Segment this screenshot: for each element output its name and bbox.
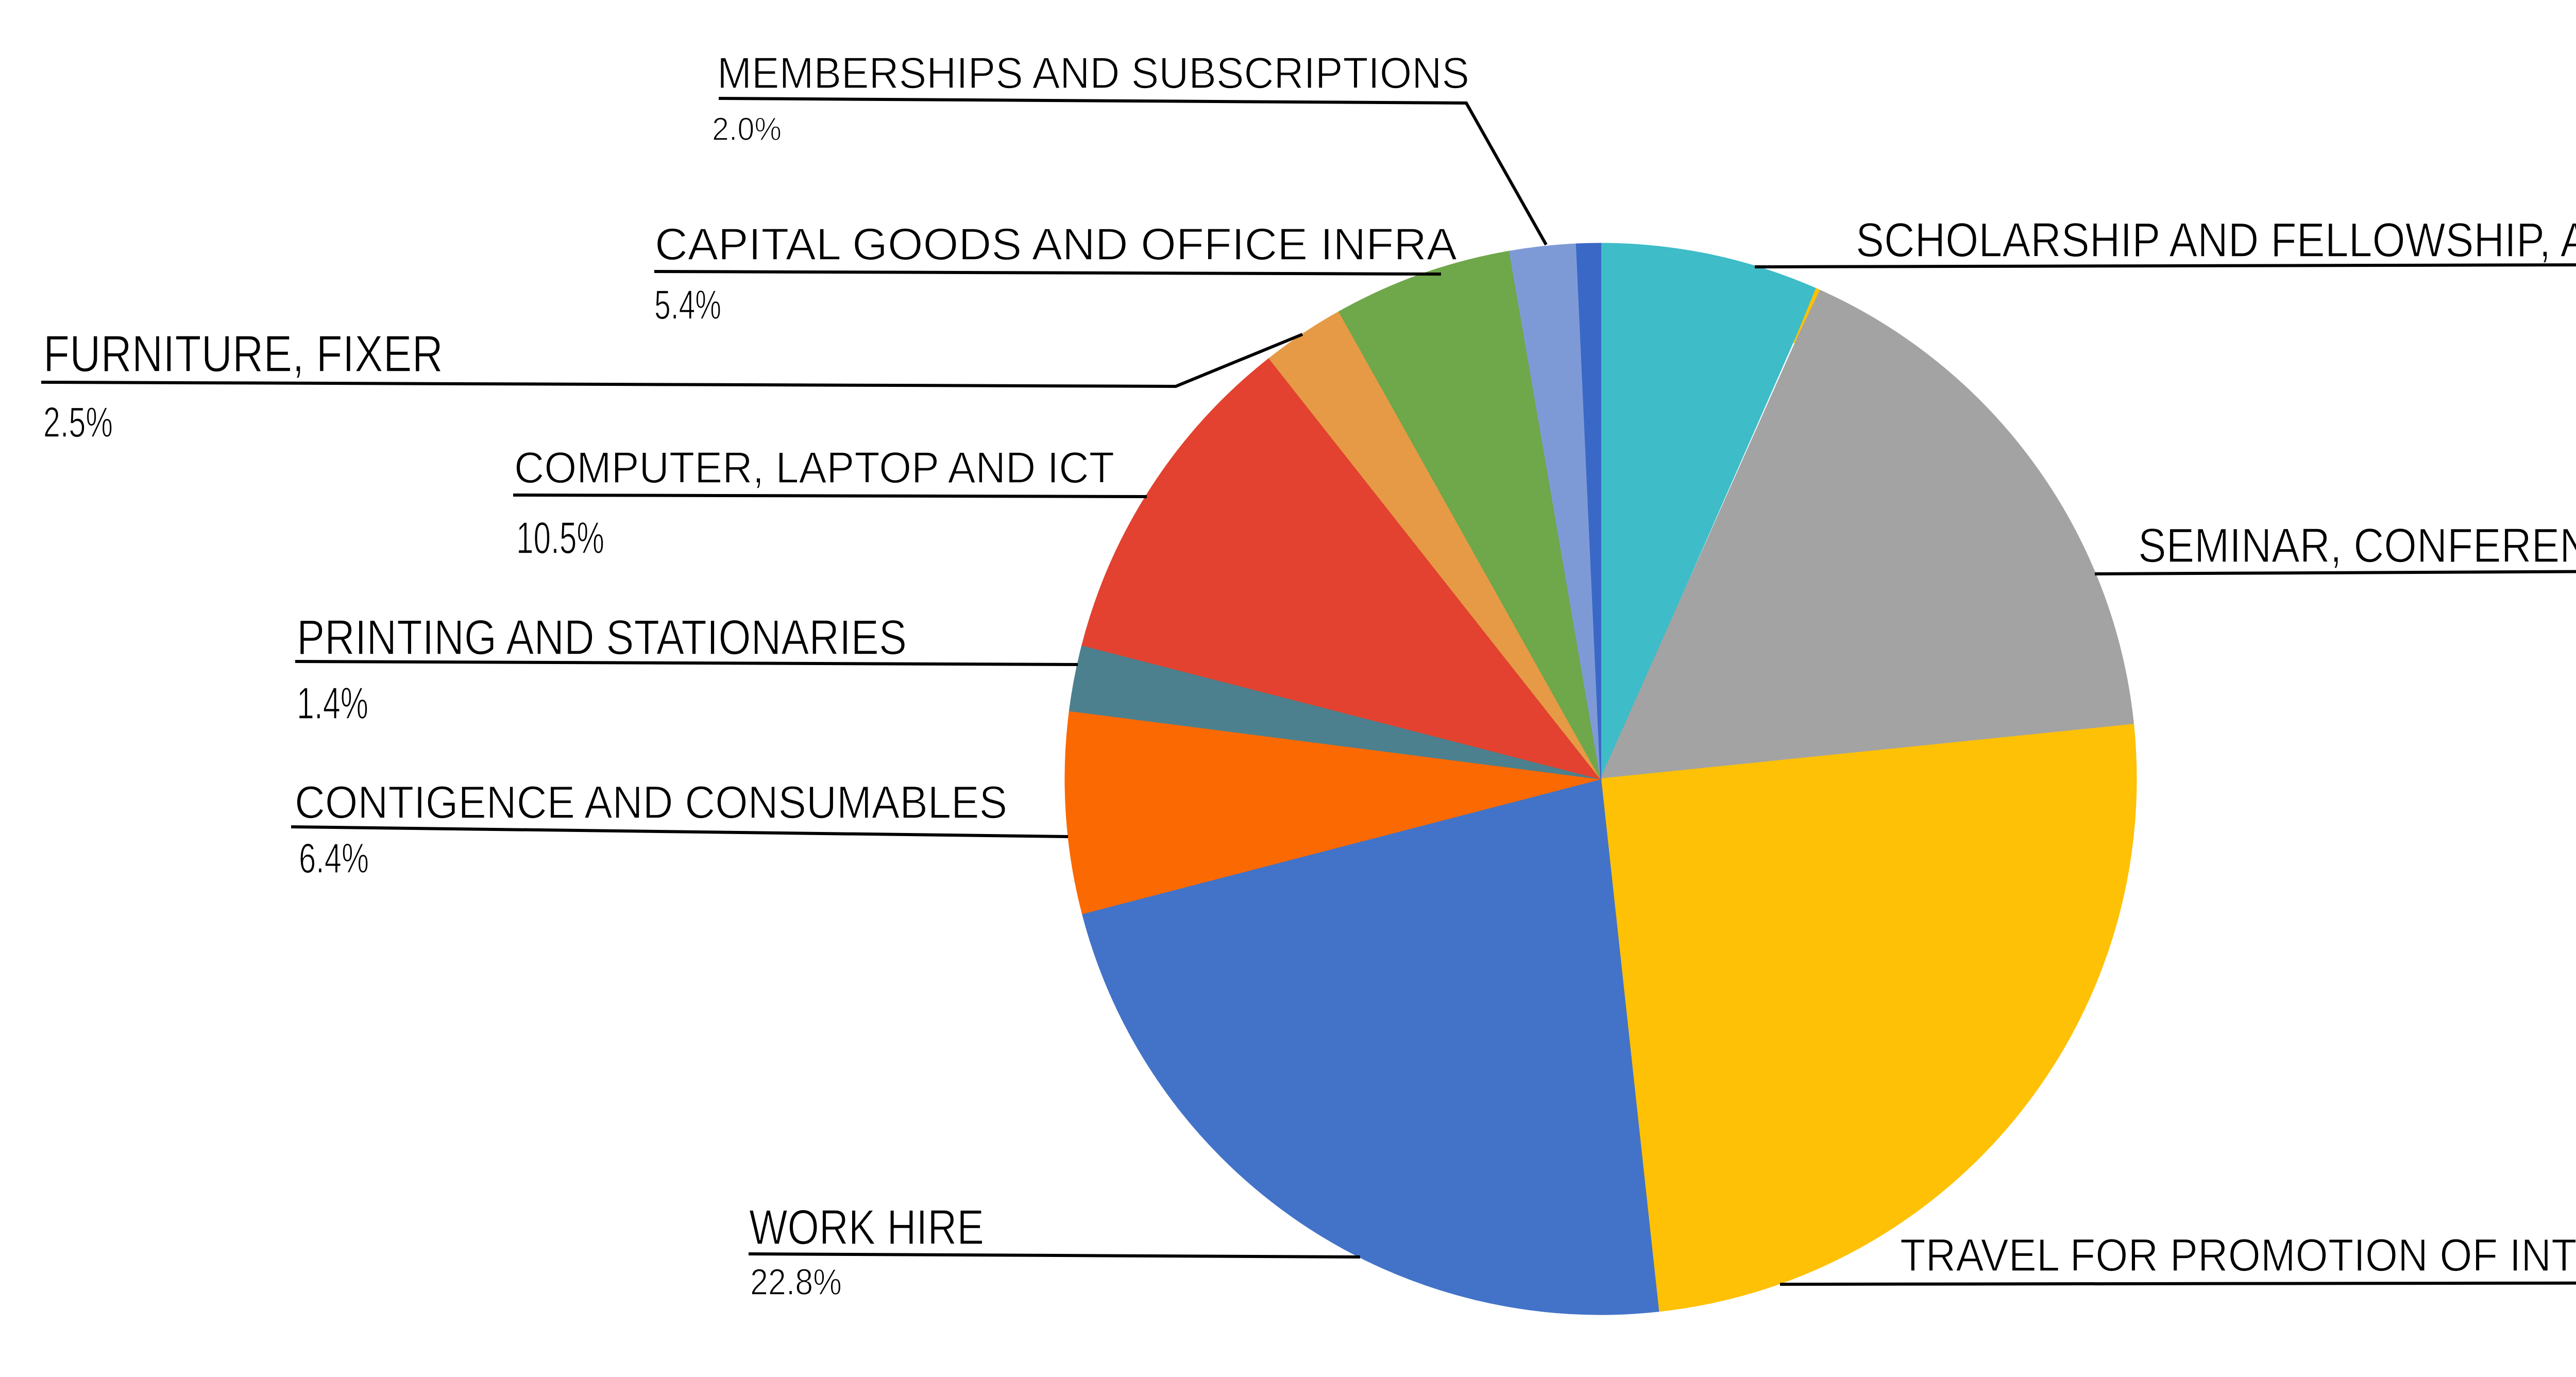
svg-text:SEMINAR, CONFERENCE, EVENTS AN: SEMINAR, CONFERENCE, EVENTS AND DELE…: [2138, 518, 2576, 572]
svg-text:TRAVEL FOR PROMOTION OF INTERN: TRAVEL FOR PROMOTION OF INTERNATIONAL RE…: [1900, 1229, 2576, 1281]
svg-text:2.5%: 2.5%: [43, 398, 113, 446]
svg-text:PRINTING AND STATIONARIES: PRINTING AND STATIONARIES: [297, 610, 907, 665]
svg-text:1.4%: 1.4%: [297, 678, 368, 728]
svg-text:5.4%: 5.4%: [654, 282, 721, 328]
svg-text:10.5%: 10.5%: [516, 513, 604, 563]
svg-text:22.8%: 22.8%: [750, 1262, 842, 1303]
svg-text:CONTIGENCE AND CONSUMABLES: CONTIGENCE AND CONSUMABLES: [295, 776, 1007, 828]
svg-text:WORK HIRE: WORK HIRE: [749, 1200, 984, 1255]
svg-text:6.4%: 6.4%: [299, 835, 369, 882]
svg-text:FURNITURE, FIXER: FURNITURE, FIXER: [43, 325, 443, 383]
svg-text:MEMBERSHIPS AND SUBSCRIPTIONS: MEMBERSHIPS AND SUBSCRIPTIONS: [717, 49, 1469, 98]
svg-text:CAPITAL GOODS AND OFFICE INFRA: CAPITAL GOODS AND OFFICE INFRA: [655, 219, 1457, 269]
svg-text:SCHOLARSHIP AND FELLOWSHIP, AW: SCHOLARSHIP AND FELLOWSHIP, AWARDS, REWA…: [1856, 213, 2576, 267]
svg-text:2.0%: 2.0%: [712, 111, 782, 147]
svg-text:COMPUTER, LAPTOP AND ICT: COMPUTER, LAPTOP AND ICT: [514, 444, 1114, 492]
